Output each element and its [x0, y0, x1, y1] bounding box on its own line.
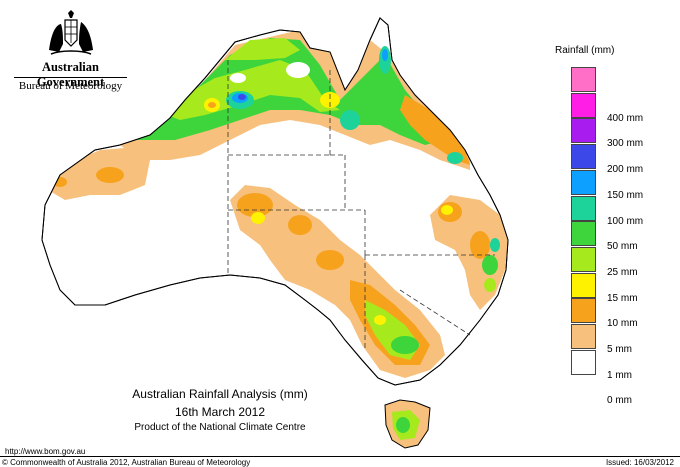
legend-swatch	[571, 92, 596, 118]
legend-label: 150 mm	[607, 189, 644, 201]
legend-label: 1 mm	[607, 369, 632, 381]
legend-label: 50 mm	[607, 241, 638, 253]
map-credit: Product of the National Climate Centre	[134, 422, 306, 433]
legend-label: 5 mm	[607, 344, 632, 355]
legend-label: 400 mm	[607, 112, 644, 124]
map-date: 16th March 2012	[174, 405, 266, 419]
copyright-text: © Commonwealth of Australia 2012, Austra…	[2, 458, 251, 467]
legend-swatch	[571, 349, 596, 375]
issued-date: Issued: 16/03/2012	[605, 458, 674, 467]
coat-of-arms-icon	[48, 10, 93, 55]
legend-label: 0 mm	[607, 395, 632, 407]
legend-swatch	[571, 169, 596, 195]
rainfall-fills	[48, 30, 508, 378]
legend-swatch	[571, 67, 596, 92]
legend-swatch	[571, 144, 596, 170]
legend-label: 200 mm	[607, 164, 644, 176]
state-borders	[227, 60, 495, 350]
legend-label: 15 mm	[607, 292, 638, 304]
legend-label: 300 mm	[607, 138, 644, 150]
legend-label: 25 mm	[607, 266, 638, 278]
header-divider	[14, 77, 127, 78]
legend-swatch	[571, 272, 596, 298]
legend-swatch	[571, 118, 596, 144]
bureau-label: Bureau of Meteorology	[18, 80, 123, 92]
government-label: Australian Government	[36, 60, 105, 89]
map-title-block: Australian Rainfall Analysis (mm) 16th M…	[120, 387, 320, 434]
legend-swatch	[571, 195, 596, 221]
legend-swatch	[571, 246, 596, 272]
footer-divider	[0, 456, 680, 457]
map-title: Australian Rainfall Analysis (mm)	[132, 387, 308, 401]
legend-label: 10 mm	[607, 318, 638, 330]
coat-of-arms-logo	[8, 10, 133, 63]
legend-label: 100 mm	[607, 215, 644, 227]
legend-swatch	[571, 324, 596, 349]
website-link[interactable]: http://www.bom.gov.au	[5, 447, 86, 456]
legend-swatch	[571, 298, 596, 324]
legend-title: Rainfall (mm)	[555, 45, 615, 56]
legend-swatch	[571, 221, 596, 247]
